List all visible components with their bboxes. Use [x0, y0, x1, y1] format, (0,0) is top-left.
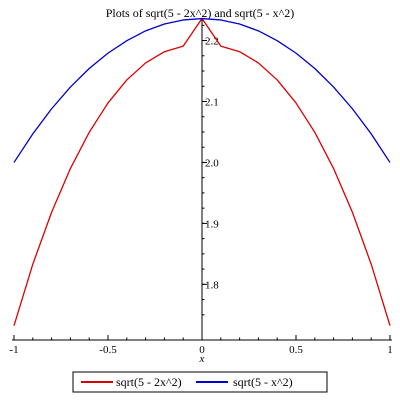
- x-tick-label: 0: [199, 344, 205, 356]
- series-line-1: [13, 17, 391, 163]
- x-axis-label: x: [199, 353, 205, 365]
- y-tick-label: 1.8: [205, 279, 219, 291]
- x-tick-label: -1: [9, 344, 18, 356]
- legend-label: sqrt(5 - 2x^2): [116, 375, 182, 389]
- y-tick-label: 2.0: [205, 157, 219, 169]
- legend: sqrt(5 - 2x^2) sqrt(5 - x^2): [72, 371, 328, 393]
- x-tick-label: 0.5: [289, 344, 303, 356]
- series-layer: [13, 17, 391, 326]
- axes: -1 -0.5 0 0.5 1 1.8 1.9 2.0 2.1 2.2: [9, 18, 393, 356]
- x-tick-label: -0.5: [99, 344, 117, 356]
- y-tick-label: 1.9: [205, 218, 219, 230]
- chart-title: Plots of sqrt(5 - 2x^2) and sqrt(5 - x^2…: [106, 6, 295, 20]
- y-tick-label: 2.2: [205, 36, 219, 48]
- x-tick-label: 1: [387, 344, 393, 356]
- legend-label: sqrt(5 - x^2): [233, 375, 293, 389]
- y-tick-label: 2.1: [205, 96, 219, 108]
